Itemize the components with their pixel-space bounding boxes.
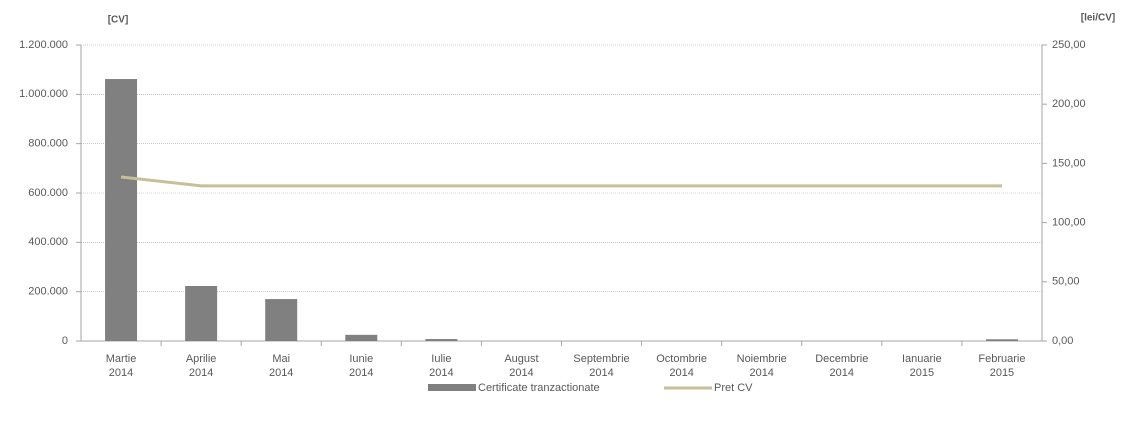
bar: [185, 285, 218, 341]
bar: [985, 339, 1018, 341]
legend-swatch: [428, 384, 476, 391]
x-tick-label: Februarie 2015: [978, 353, 1025, 379]
y2-tick-label: 50,00: [1052, 276, 1080, 288]
y-axis-label: [CV]: [108, 15, 129, 26]
y-tick-label: 0: [62, 335, 68, 347]
x-tick-label: Iulie 2014: [429, 353, 453, 379]
x-tick-label: Ianuarie 2015: [902, 353, 942, 379]
y-tick-label: 200.000: [28, 286, 68, 298]
y2-axis-label: [lei/CV]: [1081, 13, 1115, 24]
x-tick-label: Iunie 2014: [349, 353, 373, 379]
y2-tick-label: 200,00: [1052, 98, 1086, 110]
x-tick-label: Aprilie 2014: [186, 353, 217, 379]
x-tick-label: Octombrie 2014: [656, 353, 707, 379]
y-tick-label: 600.000: [28, 187, 68, 199]
bar: [105, 79, 138, 341]
line: [120, 175, 1002, 188]
y-tick-label: 1.200.000: [19, 39, 68, 51]
y2-tick-label: 250,00: [1052, 39, 1086, 51]
x-tick-label: Noiembrie 2014: [737, 353, 787, 379]
y2-tick-label: 0,00: [1052, 335, 1073, 347]
legend-label: Certificate tranzactionate: [478, 382, 600, 394]
bar: [265, 299, 298, 341]
x-tick-label: Septembrie 2014: [573, 353, 629, 379]
x-tick-label: Decembrie 2014: [815, 353, 868, 379]
x-tick-label: Mai 2014: [269, 353, 293, 379]
bar: [345, 334, 378, 341]
y-tick-label: 800.000: [28, 138, 68, 150]
x-tick-label: Martie 2014: [106, 353, 137, 379]
y2-tick-label: 100,00: [1052, 217, 1086, 229]
x-tick-label: August 2014: [504, 353, 538, 379]
y2-tick-label: 150,00: [1052, 157, 1086, 169]
y-tick-label: 400.000: [28, 236, 68, 248]
legend-label: Pret CV: [714, 382, 753, 394]
y-tick-label: 1.000.000: [19, 88, 68, 100]
bar: [425, 339, 458, 341]
